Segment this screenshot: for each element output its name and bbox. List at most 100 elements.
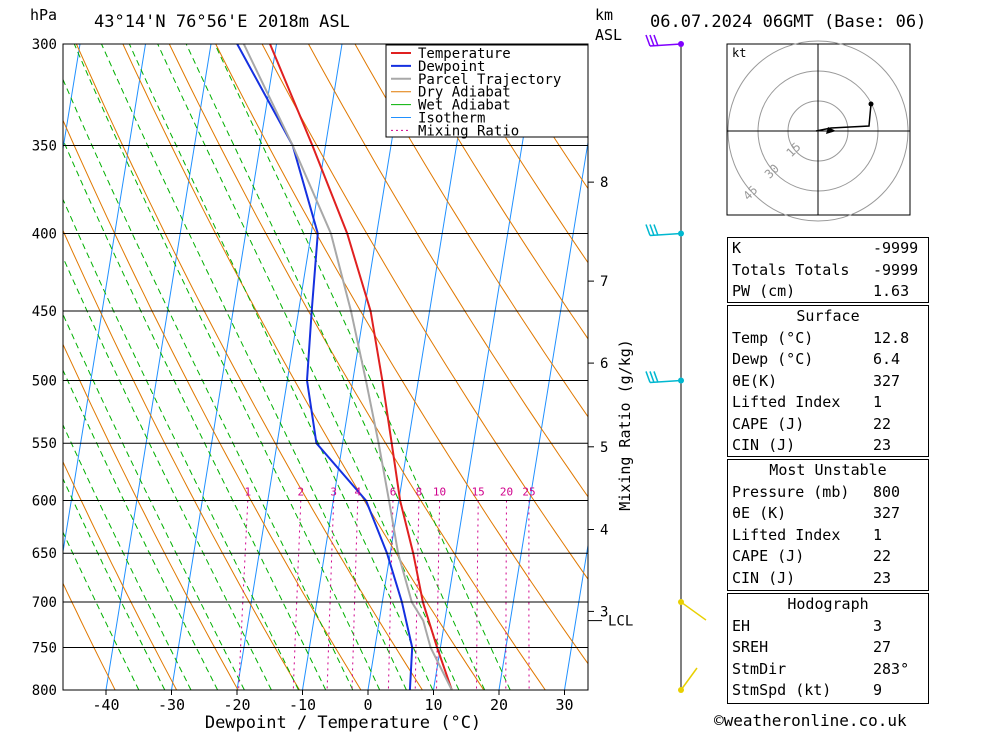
wet-adiabat-line	[63, 531, 140, 690]
wind-barb-flag	[645, 371, 651, 383]
legend-entry: Temperature	[418, 46, 511, 62]
wind-barb	[645, 371, 682, 384]
wet-adiabat-line	[63, 423, 192, 690]
most-unstable-row: Pressure (mb) 800	[732, 482, 901, 501]
wind-barb	[645, 224, 682, 237]
indices-row-k: K -9999	[732, 239, 919, 257]
most-unstable-table: Most Unstable Pressure (mb) 800 θE (K) 327…	[727, 459, 929, 591]
hodograph-title: Hodograph	[787, 595, 869, 613]
surface-row: Temp (°C) 12.8	[732, 328, 910, 347]
legend-entry: Wet Adiabat	[418, 98, 511, 114]
indices-row-pw: PW (cm) 1.63	[732, 282, 910, 300]
surface-table: Surface Temp (°C) 12.8 Dewp (°C) 6.4 θE(K)…	[727, 305, 929, 457]
legend-box	[385, 44, 589, 138]
dry-adiabat-line	[63, 460, 178, 690]
height-tick-label: 3	[600, 604, 608, 620]
most-unstable-row: θE (K) 327	[732, 504, 901, 522]
mixing-ratio-label: 20	[500, 486, 513, 499]
most-unstable-row: Lifted Index 1	[732, 525, 883, 544]
wind-barb-flag	[653, 224, 659, 236]
hodograph-storm-motion	[826, 127, 836, 134]
wind-barb	[680, 601, 707, 621]
isotherm-line	[105, 44, 212, 690]
height-unit-label: km	[595, 6, 614, 24]
x-tick-label: -30	[158, 696, 185, 714]
hodograph-table: Hodograph EH 3 SREH 27 StmDir 283° StmSpd (…	[727, 593, 929, 704]
x-tick-label: 0	[363, 696, 372, 714]
pressure-tick-label: 500	[32, 373, 57, 389]
pressure-tick-label: 650	[32, 546, 57, 562]
pressure-tick-label: 400	[32, 226, 57, 242]
mixing-ratio-line	[505, 500, 507, 690]
isotherm-line	[630, 44, 735, 690]
pressure-tick-label: 700	[32, 595, 57, 611]
wind-barb-shaft	[680, 601, 707, 621]
x-tick-label: 20	[490, 696, 508, 714]
wind-barb-flag	[653, 34, 659, 47]
legend-entry: Isotherm	[418, 111, 485, 127]
datetime-title: 06.07.2024 06GMT (Base: 06)	[650, 12, 927, 32]
isotherm-line	[498, 139, 588, 690]
dry-adiabat-line	[447, 44, 588, 264]
mixing-ratio-axis-label: Mixing Ratio (g/kg)	[616, 339, 634, 511]
mixing-ratio-line	[238, 500, 249, 690]
hodograph-row: SREH 27	[732, 638, 892, 656]
hodograph-trace	[815, 103, 872, 132]
legend-entry: Dewpoint	[418, 59, 485, 75]
x-tick-label: -10	[289, 696, 316, 714]
wind-barb-shaft	[649, 43, 682, 47]
pressure-tick-label: 800	[32, 683, 57, 699]
mixing-ratio-label: 6	[390, 486, 397, 499]
wind-barb-flag	[645, 34, 651, 47]
surface-row: CAPE (J) 22	[732, 414, 892, 433]
dry-adiabat-line	[63, 582, 116, 690]
mixing-ratio-label: 4	[354, 486, 361, 499]
wind-barb-shaft	[649, 379, 682, 384]
mixing-ratio-label: 25	[522, 486, 535, 499]
parcel-trajectory-profile	[242, 44, 453, 690]
mixing-ratio-label: 3	[330, 486, 337, 499]
dry-adiabat-line	[354, 44, 588, 418]
copyright: ©weatheronline.co.uk	[714, 711, 907, 730]
x-tick-label: -20	[223, 696, 250, 714]
height-tick-label: 8	[600, 175, 608, 191]
isotherm-line	[171, 44, 277, 690]
wind-barb-flag	[649, 34, 655, 47]
hodograph-row: EH 3	[732, 616, 883, 635]
pressure-tick-label: 300	[32, 37, 57, 53]
legend-entry: Dry Adiabat	[418, 85, 511, 101]
mixing-ratio-label: 10	[433, 486, 446, 499]
wind-barb-flag	[653, 371, 659, 383]
height-tick-label: 5	[600, 440, 608, 456]
mixing-ratio-label: 1	[244, 486, 251, 499]
wind-barb-flag	[649, 224, 655, 236]
hodograph-unit: kt	[732, 46, 746, 60]
isotherm-line	[302, 44, 408, 690]
wet-adiabat-line	[185, 44, 486, 690]
mixing-ratio-label: 2	[298, 486, 305, 499]
dry-adiabat-line	[75, 44, 423, 690]
legend-entry: Mixing Ratio	[418, 123, 519, 139]
wind-barb	[645, 34, 682, 47]
wet-adiabat-line	[128, 44, 434, 690]
wind-barb-shaft	[649, 232, 682, 237]
most-unstable-row: CIN (J) 23	[732, 568, 892, 587]
mixing-ratio-line	[476, 500, 479, 690]
dry-adiabat-line	[168, 44, 546, 690]
mixing-ratio-line	[351, 500, 359, 690]
height-tick-label: 4	[600, 523, 608, 539]
hodograph-row: StmDir 283°	[732, 659, 910, 678]
location-title: 43°14'N 76°56'E 2018m ASL	[94, 12, 350, 32]
isotherm-line	[564, 542, 588, 690]
mixing-ratio-line	[326, 500, 335, 690]
lcl-label: LCL	[608, 614, 633, 630]
isotherm-line	[63, 44, 146, 555]
isotherm-line	[236, 44, 343, 690]
pressure-tick-label: 450	[32, 304, 57, 320]
wind-barb	[680, 667, 698, 691]
pressure-tick-label: 750	[32, 640, 57, 656]
hodograph-point	[868, 101, 874, 107]
wet-adiabat-line	[101, 44, 407, 690]
